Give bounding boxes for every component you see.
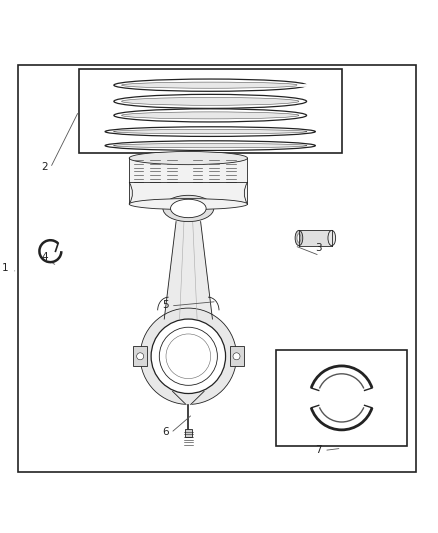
Ellipse shape [105,141,315,150]
Ellipse shape [163,195,214,222]
Ellipse shape [129,151,247,165]
Bar [79,69,342,152]
Text: 2: 2 [42,162,48,172]
Polygon shape [173,391,204,405]
Text: 5: 5 [162,300,169,310]
Polygon shape [164,222,212,319]
Bar [129,158,247,204]
Circle shape [151,319,226,393]
Circle shape [159,327,217,385]
Ellipse shape [328,230,336,246]
Bar [185,430,192,437]
Text: 6: 6 [162,427,169,437]
Ellipse shape [122,82,299,88]
Bar [276,350,407,446]
Ellipse shape [122,98,299,106]
Ellipse shape [113,143,307,148]
Circle shape [137,353,144,360]
Bar [133,346,147,366]
Text: 1: 1 [2,263,9,273]
Ellipse shape [295,230,303,246]
Text: 7: 7 [315,445,322,455]
Ellipse shape [129,199,247,209]
Circle shape [140,308,237,405]
Text: 3: 3 [315,243,322,253]
Bar [230,346,244,366]
Circle shape [233,353,240,360]
Text: 4: 4 [42,252,48,262]
Ellipse shape [122,112,299,119]
Ellipse shape [114,79,307,91]
Ellipse shape [105,127,315,136]
Ellipse shape [170,199,206,217]
Ellipse shape [114,109,307,122]
Ellipse shape [297,234,301,242]
Ellipse shape [114,94,307,108]
Bar [299,230,332,246]
Ellipse shape [113,130,307,134]
